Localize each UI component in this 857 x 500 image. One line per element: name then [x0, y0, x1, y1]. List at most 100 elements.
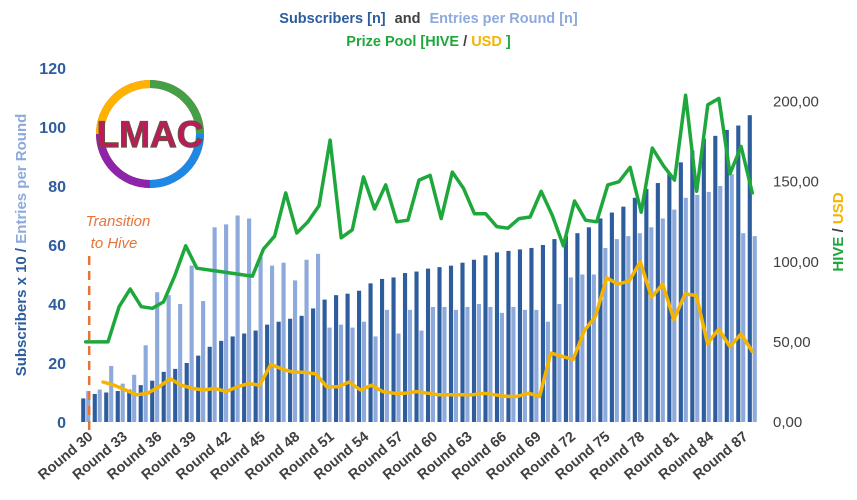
y-right-tick-label: 150,00: [773, 174, 819, 191]
entries-bar: [281, 262, 286, 422]
subscribers-bar: [184, 363, 189, 422]
entries-bar: [338, 324, 344, 422]
subscribers-bar: [529, 247, 534, 422]
subscribers-bar: [242, 333, 247, 422]
entries-bar: [109, 365, 114, 422]
subscribers-bar: [253, 330, 258, 422]
entries-bar: [718, 186, 723, 422]
subscribers-bar: [471, 259, 477, 422]
entries-bar: [511, 306, 516, 422]
entries-bar: [706, 191, 711, 422]
entries-bar: [499, 312, 504, 422]
entries-bar: [603, 247, 608, 422]
entries-bar: [270, 265, 275, 422]
entries-bar: [660, 218, 665, 422]
subscribers-bar: [379, 278, 385, 422]
prize-pool-hive-line: [83, 93, 755, 344]
lmac-logo: LMAC: [96, 80, 204, 188]
entries-bar: [292, 280, 298, 422]
y-left-tick-label: 40: [48, 297, 66, 314]
entries-bar: [350, 327, 355, 422]
y-left-tick-label: 60: [48, 238, 66, 255]
y-right-title-hive: HIVE: [830, 237, 847, 272]
subscribers-bar: [173, 368, 178, 422]
y-right-title-slash: /: [830, 224, 847, 237]
entries-bar: [373, 336, 378, 422]
entries-bar: [178, 304, 183, 422]
subscribers-bar: [460, 262, 465, 422]
subscribers-bar: [368, 283, 373, 422]
y-right-title-usd: USD: [830, 192, 847, 224]
subscribers-bar: [448, 265, 454, 422]
subscribers-bar: [552, 239, 557, 422]
entries-bar: [189, 265, 194, 422]
subscribers-bar: [736, 125, 741, 423]
subscribers-bar: [276, 321, 281, 422]
subscribers-bar: [621, 206, 626, 422]
subscribers-bar: [437, 267, 442, 422]
subscribers-bar: [345, 293, 350, 422]
entries-bar: [488, 306, 493, 422]
subscribers-bar: [644, 188, 649, 422]
entries-bar: [453, 309, 459, 422]
y-left-title-entries: Entries per Round: [13, 114, 30, 244]
entries-bar: [396, 333, 401, 422]
entries-bar: [224, 224, 229, 422]
subscribers-bar: [563, 236, 568, 422]
title-usd: USD: [471, 34, 502, 50]
subscribers-bar: [701, 138, 706, 423]
y-right-tick-label: 100,00: [773, 254, 819, 271]
subscribers-bar: [540, 245, 546, 422]
subscribers-bar: [150, 380, 155, 422]
y-right-tick-label: 200,00: [773, 94, 819, 111]
entries-bar: [315, 253, 321, 422]
entries-bar: [695, 194, 700, 422]
entries-bar: [120, 383, 125, 422]
entries-bar: [568, 277, 573, 422]
subscribers-bar: [299, 315, 304, 422]
y-left-ticks: 0 20 40 60 80 100 120: [39, 61, 66, 432]
y-right-tick-label: 50,00: [773, 334, 811, 351]
subscribers-bar: [138, 385, 143, 422]
subscribers-bar: [747, 115, 752, 422]
subscribers-bar: [402, 273, 408, 422]
subscribers-bar: [322, 299, 327, 422]
subscribers-bar: [425, 268, 431, 422]
chart-title-line1: Subscribers [n] and Entries per Round [n…: [279, 11, 578, 27]
y-left-tick-label: 100: [39, 120, 66, 137]
subscribers-bar: [655, 183, 660, 422]
subscribers-bar: [311, 308, 316, 422]
title-slash: /: [459, 34, 471, 50]
title-hive: HIVE: [425, 34, 459, 50]
y-left-tick-label: 120: [39, 61, 66, 78]
entries-bar: [626, 236, 631, 422]
subscribers-bar: [104, 392, 109, 422]
entries-bar: [361, 321, 367, 422]
entries-bar: [132, 374, 137, 422]
y-right-tick-label: 0,00: [773, 414, 802, 431]
entries-bar: [430, 306, 436, 422]
title-prize-pool: Prize Pool [: [346, 34, 425, 50]
entries-bar: [166, 295, 171, 422]
entries-bar: [235, 215, 240, 422]
entries-bar: [97, 389, 102, 422]
entries-bar: [614, 239, 619, 422]
prize-pool-usd-line: [101, 260, 755, 399]
subscribers-bar: [598, 218, 603, 422]
entries-bar: [465, 306, 470, 422]
subscribers-bar: [230, 336, 235, 422]
subscribers-bar: [632, 197, 637, 422]
entries-bar: [442, 306, 447, 422]
transition-annotation-line2: to Hive: [91, 235, 138, 252]
entries-bar: [557, 304, 562, 422]
subscribers-bar: [667, 174, 672, 422]
entries-bar: [258, 256, 263, 422]
entries-bar: [534, 309, 539, 422]
subscribers-bar: [161, 371, 166, 422]
subscribers-bar: [724, 129, 729, 422]
y-left-tick-label: 0: [57, 415, 66, 432]
y-right-axis-title: HIVE / USD: [830, 192, 847, 271]
entries-bar: [419, 330, 424, 422]
